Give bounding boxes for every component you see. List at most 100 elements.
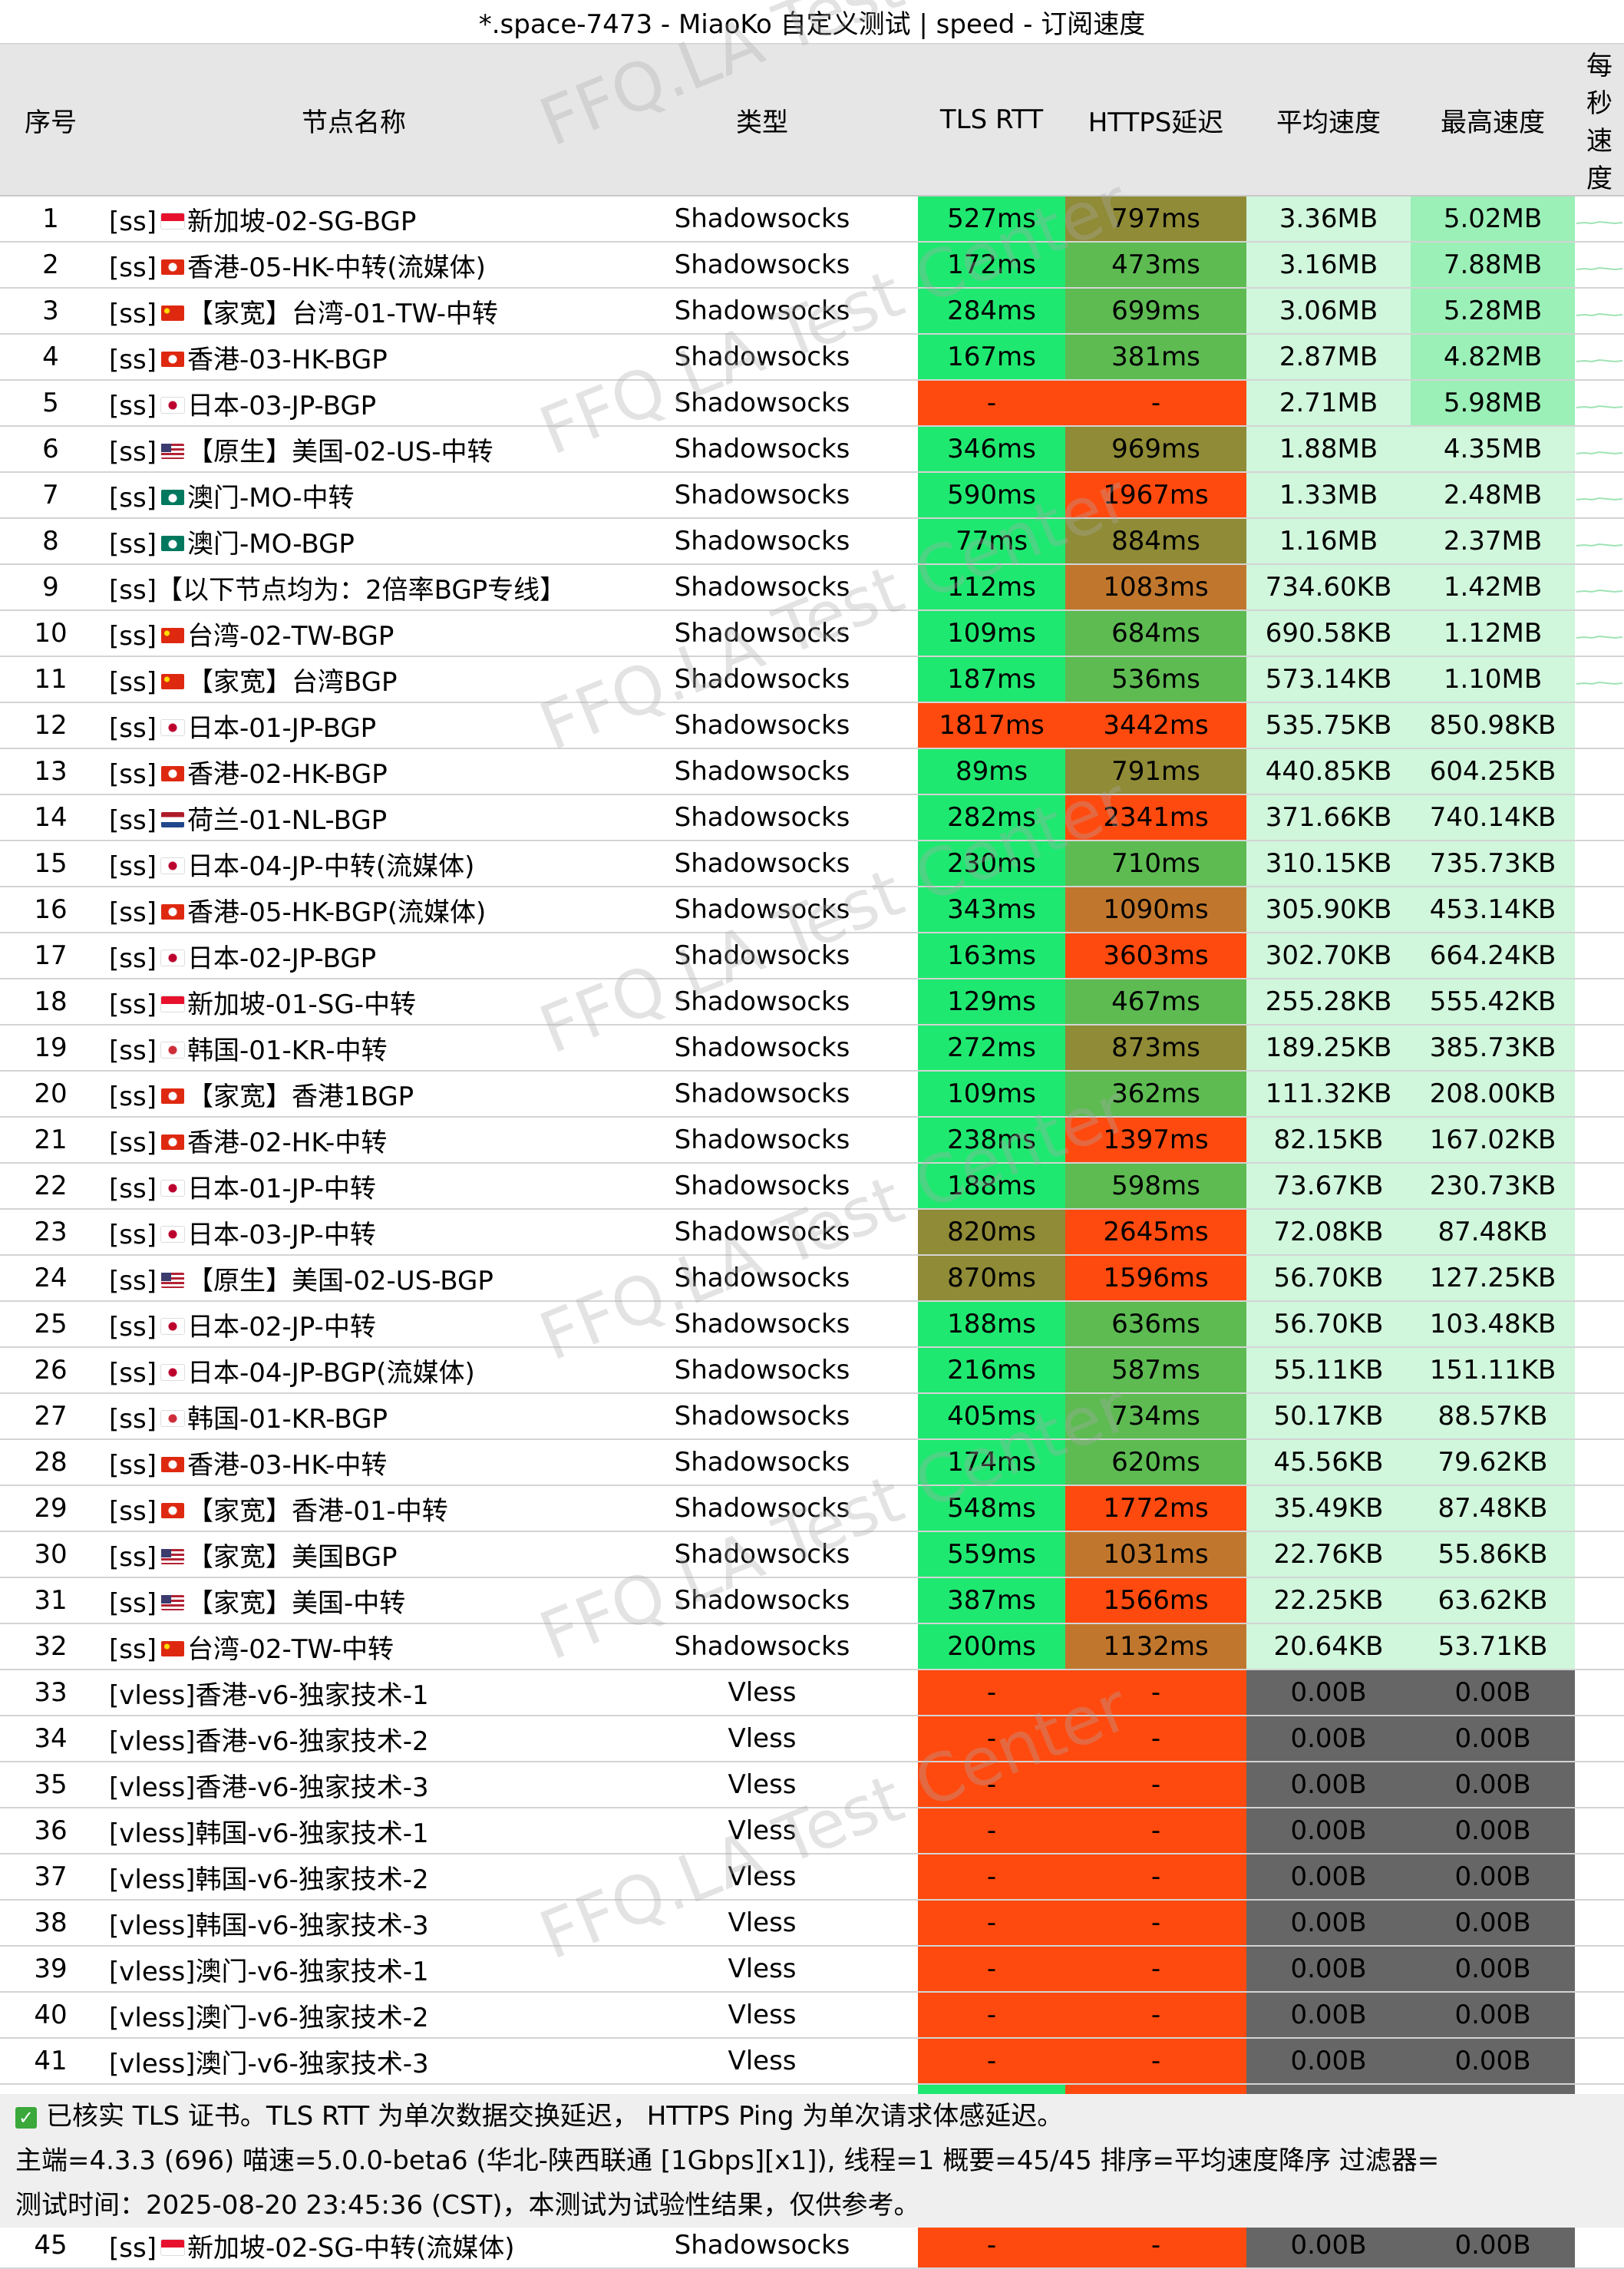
cell-https-latency: 3442ms <box>1065 702 1246 749</box>
col-header-node-name[interactable]: 节点名称 <box>101 45 606 197</box>
cell-avg-speed: 189.25KB <box>1246 1025 1411 1072</box>
cell-node-name: [ss] 韩国-01-KR-中转 <box>101 1025 606 1072</box>
table-row[interactable]: 28 [ss] 香港-03-HK-中转 Shadowsocks 174ms 620ms 45… <box>0 1439 1624 1486</box>
node-label: 香港-03-HK-BGP <box>186 344 388 375</box>
table-row[interactable]: 26 [ss] 日本-04-JP-BGP(流媒体) Shadowsocks 216ms 5… <box>0 1347 1624 1394</box>
cell-node-name: [vless]澳门-v6-独家技术-2 <box>101 1992 606 2039</box>
col-header-tls-rtt[interactable]: TLS RTT <box>918 45 1065 197</box>
cell-max-speed: 664.24KB <box>1411 933 1575 979</box>
table-row[interactable]: 13 [ss] 香港-02-HK-BGP Shadowsocks 89ms 791ms 44… <box>0 748 1624 795</box>
cell-https-latency: 1772ms <box>1065 1485 1246 1532</box>
table-row[interactable]: 22 [ss] 日本-01-JP-中转 Shadowsocks 188ms 598ms 73… <box>0 1163 1624 1210</box>
table-row[interactable]: 9 [ss]【以下节点均为：2倍率BGP专线】 Shadowsocks 112ms 10… <box>0 564 1624 611</box>
table-row[interactable]: 18 [ss] 新加坡-01-SG-中转 Shadowsocks 129ms 467ms 2… <box>0 979 1624 1026</box>
node-label: 日本-03-JP-BGP <box>186 390 377 421</box>
node-protocol-tag: [vless] <box>109 1772 196 1803</box>
table-row[interactable]: 8 [ss] 澳门-MO-BGP Shadowsocks 77ms 884ms 1.16MB… <box>0 518 1624 565</box>
cell-type: Shadowsocks <box>606 887 918 933</box>
cell-type: Shadowsocks <box>606 1163 918 1210</box>
cell-node-name: [ss] 【家宽】美国-中转 <box>101 1577 606 1624</box>
table-row[interactable]: 31 [ss] 【家宽】美国-中转 Shadowsocks 387ms 1566ms 22.… <box>0 1577 1624 1624</box>
col-header-max-speed[interactable]: 最高速度 <box>1411 45 1575 197</box>
table-row[interactable]: 27 [ss] 韩国-01-KR-BGP Shadowsocks 405ms 734ms 5… <box>0 1393 1624 1440</box>
cell-index: 8 <box>0 518 101 565</box>
cell-https-latency: - <box>1065 1762 1246 1808</box>
table-row[interactable]: 30 [ss] 【家宽】美国BGP Shadowsocks 559ms 1031ms 22.… <box>0 1531 1624 1578</box>
table-row[interactable]: 24 [ss] 【原生】美国-02-US-BGP Shadowsocks 870ms 15… <box>0 1255 1624 1302</box>
table-row[interactable]: 16 [ss] 香港-05-HK-BGP(流媒体) Shadowsocks 343ms 1… <box>0 887 1624 933</box>
table-row[interactable]: 3 [ss] 【家宽】台湾-01-TW-中转 Shadowsocks 284ms 699m… <box>0 288 1624 335</box>
cell-speed-sparkline <box>1575 610 1624 657</box>
table-row[interactable]: 37 [vless]韩国-v6-独家技术-2 Vless - -0.00B 0.00B <box>0 1854 1624 1901</box>
speed-sparkline <box>1576 358 1622 363</box>
cell-speed-sparkline <box>1575 1670 1624 1716</box>
cell-tls-rtt: 346ms <box>918 426 1065 473</box>
cell-node-name: [ss] 【家宽】台湾-01-TW-中转 <box>101 288 606 335</box>
cell-index: 25 <box>0 1301 101 1348</box>
table-row[interactable]: 12 [ss] 日本-01-JP-BGP Shadowsocks 1817ms 3442m… <box>0 702 1624 749</box>
cell-tls-rtt: 405ms <box>918 1393 1065 1440</box>
table-row[interactable]: 19 [ss] 韩国-01-KR-中转 Shadowsocks 272ms 873ms 18… <box>0 1025 1624 1072</box>
cell-https-latency: 3603ms <box>1065 933 1246 979</box>
table-row[interactable]: 41 [vless]澳门-v6-独家技术-3 Vless - -0.00B 0.00B <box>0 2038 1624 2085</box>
speed-sparkline <box>1576 266 1622 271</box>
cell-type: Shadowsocks <box>606 472 918 519</box>
table-row[interactable]: 29 [ss] 【家宽】香港-01-中转 Shadowsocks 548ms 1772ms… <box>0 1485 1624 1532</box>
status-footer: ✓ 已核实 TLS 证书。TLS RTT 为单次数据交换延迟， HTTPS Pin… <box>0 2094 1624 2228</box>
cell-type: Shadowsocks <box>606 1255 918 1302</box>
speed-sparkline <box>1576 543 1622 547</box>
node-label: 日本-02-JP-中转 <box>186 1311 376 1343</box>
table-row[interactable]: 1 [ss] 新加坡-02-SG-BGP Shadowsocks 527ms 797ms 3… <box>0 196 1624 243</box>
cell-tls-rtt: 174ms <box>918 1439 1065 1486</box>
cell-tls-rtt: 1817ms <box>918 702 1065 749</box>
table-row[interactable]: 11 [ss] 【家宽】台湾BGP Shadowsocks 187ms 536ms 573.… <box>0 656 1624 703</box>
table-row[interactable]: 38 [vless]韩国-v6-独家技术-3 Vless - -0.00B 0.00B <box>0 1900 1624 1947</box>
table-row[interactable]: 7 [ss] 澳门-MO-中转 Shadowsocks 590ms 1967ms 1.33M… <box>0 472 1624 519</box>
table-row[interactable]: 14 [ss] 荷兰-01-NL-BGP Shadowsocks 282ms 2341ms… <box>0 794 1624 841</box>
cell-avg-speed: 0.00B <box>1246 1992 1411 2039</box>
table-row[interactable]: 34 [vless]香港-v6-独家技术-2 Vless - -0.00B 0.00B <box>0 1716 1624 1762</box>
node-protocol-tag: [ss] <box>109 574 157 606</box>
table-row[interactable]: 5 [ss] 日本-03-JP-BGP Shadowsocks - -2.71MB 5.98… <box>0 380 1624 427</box>
table-row[interactable]: 17 [ss] 日本-02-JP-BGP Shadowsocks 163ms 3603ms… <box>0 933 1624 979</box>
col-header-type[interactable]: 类型 <box>606 45 918 197</box>
cell-tls-rtt: - <box>918 1716 1065 1762</box>
col-header-index[interactable]: 序号 <box>0 45 101 197</box>
cell-node-name: [ss] 澳门-MO-BGP <box>101 518 606 565</box>
table-row[interactable]: 45 [ss] 新加坡-02-SG-中转(流媒体) Shadowsocks - -0.00… <box>0 2222 1624 2269</box>
cell-max-speed: 0.00B <box>1411 1670 1575 1716</box>
flag-mo-icon <box>160 489 184 505</box>
table-row[interactable]: 10 [ss] 台湾-02-TW-BGP Shadowsocks 109ms 684ms 6… <box>0 610 1624 657</box>
cell-type: Vless <box>606 1946 918 1993</box>
table-row[interactable]: 35 [vless]香港-v6-独家技术-3 Vless - -0.00B 0.00B <box>0 1762 1624 1808</box>
col-header-speed-per-second[interactable]: 每秒速度 <box>1575 45 1624 197</box>
table-row[interactable]: 23 [ss] 日本-03-JP-中转 Shadowsocks 820ms 2645ms 7… <box>0 1209 1624 1256</box>
cell-avg-speed: 0.00B <box>1246 1946 1411 1993</box>
cell-speed-sparkline <box>1575 564 1624 611</box>
table-row[interactable]: 4 [ss] 香港-03-HK-BGP Shadowsocks 167ms 381ms 2.… <box>0 334 1624 381</box>
cell-speed-sparkline <box>1575 1117 1624 1164</box>
table-row[interactable]: 6 [ss] 【原生】美国-02-US-中转 Shadowsocks 346ms 969m… <box>0 426 1624 473</box>
table-row[interactable]: 20 [ss] 【家宽】香港1BGP Shadowsocks 109ms 362ms 111… <box>0 1071 1624 1118</box>
table-row[interactable]: 40 [vless]澳门-v6-独家技术-2 Vless - -0.00B 0.00B <box>0 1992 1624 2039</box>
cell-speed-sparkline <box>1575 748 1624 795</box>
node-label: 台湾-02-TW-BGP <box>186 620 394 652</box>
col-header-avg-speed[interactable]: 平均速度 <box>1246 45 1411 197</box>
cell-avg-speed: 690.58KB <box>1246 610 1411 657</box>
speed-sparkline <box>1576 220 1622 225</box>
cell-index: 5 <box>0 380 101 427</box>
table-row[interactable]: 33 [vless]香港-v6-独家技术-1 Vless - -0.00B 0.00B <box>0 1670 1624 1716</box>
table-row[interactable]: 32 [ss] 台湾-02-TW-中转 Shadowsocks 200ms 1132ms 2… <box>0 1623 1624 1670</box>
cell-avg-speed: 72.08KB <box>1246 1209 1411 1256</box>
cell-max-speed: 453.14KB <box>1411 887 1575 933</box>
cell-index: 21 <box>0 1117 101 1164</box>
cell-speed-sparkline <box>1575 1946 1624 1993</box>
col-header-https-latency[interactable]: HTTPS延迟 <box>1065 45 1246 197</box>
table-row[interactable]: 15 [ss] 日本-04-JP-中转(流媒体) Shadowsocks 230ms 71… <box>0 841 1624 887</box>
table-row[interactable]: 2 [ss] 香港-05-HK-中转(流媒体) Shadowsocks 172ms 473… <box>0 242 1624 289</box>
table-row[interactable]: 39 [vless]澳门-v6-独家技术-1 Vless - -0.00B 0.00B <box>0 1946 1624 1993</box>
table-row[interactable]: 36 [vless]韩国-v6-独家技术-1 Vless - -0.00B 0.00B <box>0 1808 1624 1855</box>
table-row[interactable]: 25 [ss] 日本-02-JP-中转 Shadowsocks 188ms 636ms 56… <box>0 1301 1624 1348</box>
table-row[interactable]: 21 [ss] 香港-02-HK-中转 Shadowsocks 238ms 1397ms 8… <box>0 1117 1624 1164</box>
cell-node-name: [ss] 澳门-MO-中转 <box>101 472 606 519</box>
